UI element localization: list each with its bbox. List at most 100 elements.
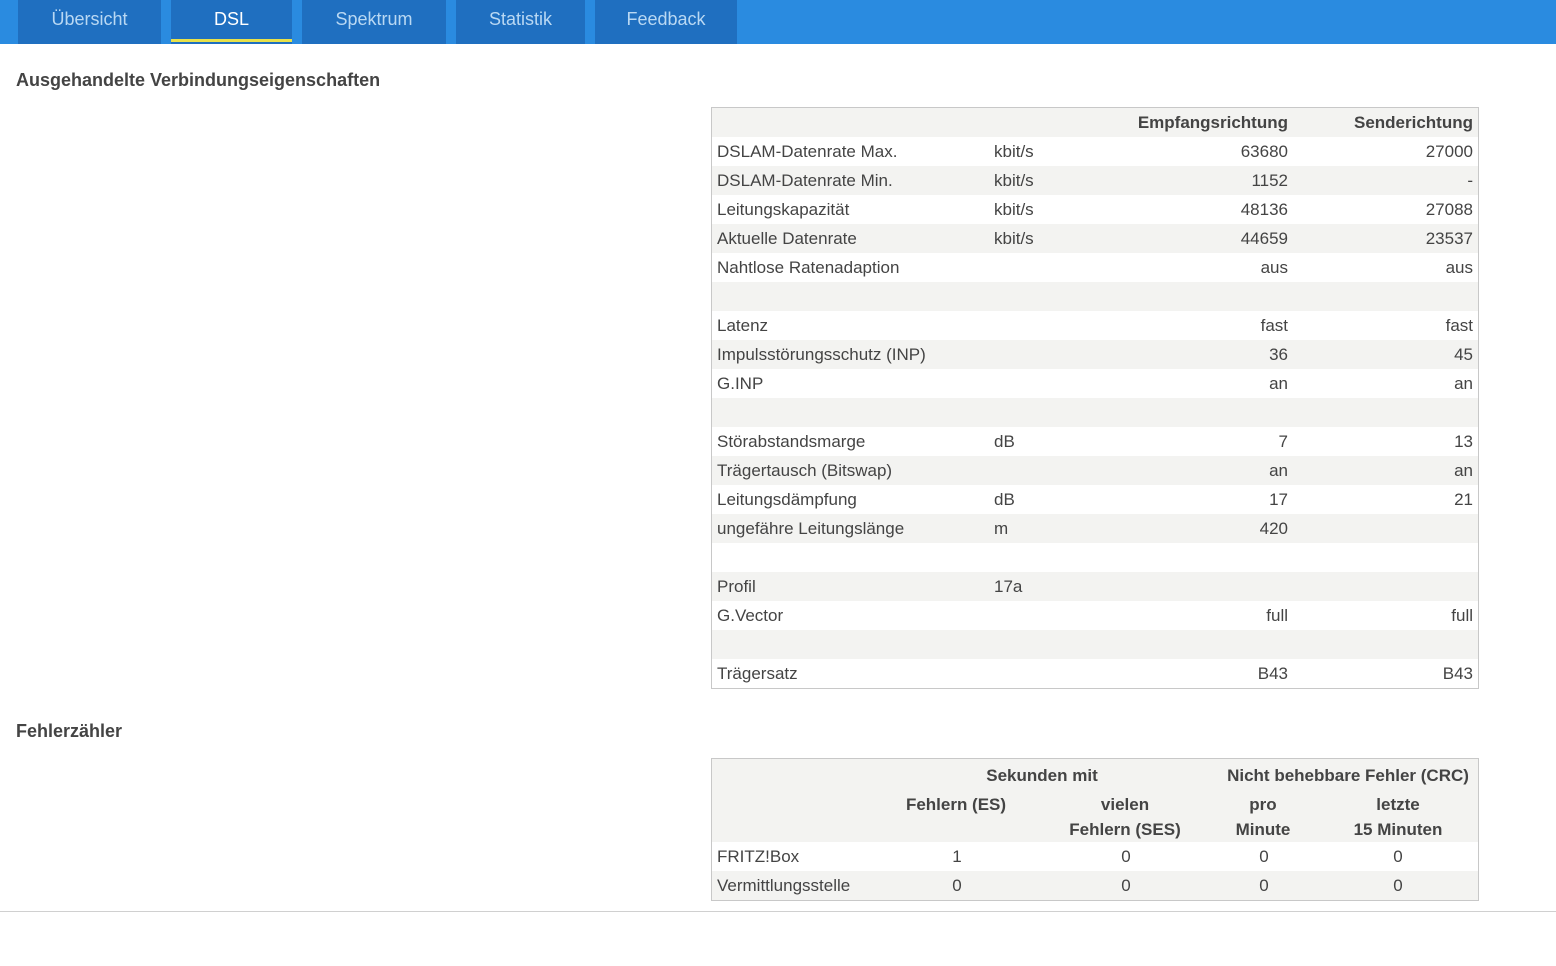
property-rx-value: fast bbox=[1260, 316, 1288, 335]
header-ses-line1: vielen bbox=[1100, 795, 1150, 814]
property-row: Latenz fast fast bbox=[712, 311, 1478, 340]
property-row bbox=[712, 282, 1478, 311]
property-label: Trägertausch (Bitswap) bbox=[717, 461, 893, 480]
header-15-minutes: letzte 15 Minuten bbox=[1328, 792, 1468, 842]
property-tx-value: 45 bbox=[1454, 345, 1473, 364]
error-value-m15: 0 bbox=[1393, 847, 1403, 866]
property-unit: kbit/s bbox=[994, 229, 1034, 248]
property-rx-value: 48136 bbox=[1240, 200, 1288, 219]
property-rx-value: aus bbox=[1260, 258, 1288, 277]
property-row: Profil 17a bbox=[712, 572, 1478, 601]
property-label: Profil bbox=[717, 577, 756, 596]
property-tx-value: full bbox=[1451, 606, 1473, 625]
property-row: G.INP an an bbox=[712, 369, 1478, 398]
property-label: DSLAM-Datenrate Max. bbox=[717, 142, 898, 161]
header-senderichtung: Senderichtung bbox=[1353, 113, 1473, 132]
property-rx-value: 44659 bbox=[1240, 229, 1288, 248]
property-tx-value: 23537 bbox=[1425, 229, 1473, 248]
property-rx-value: 7 bbox=[1278, 432, 1288, 451]
property-label: ungefähre Leitungslänge bbox=[717, 519, 905, 538]
property-label: G.Vector bbox=[717, 606, 784, 625]
property-row bbox=[712, 543, 1478, 572]
property-unit: m bbox=[994, 519, 1009, 538]
header-crc: Nicht behebbare Fehler (CRC) bbox=[1227, 766, 1469, 785]
property-rx-value: B43 bbox=[1257, 664, 1288, 683]
property-tx-value: B43 bbox=[1442, 664, 1473, 683]
property-tx-value: 21 bbox=[1454, 490, 1473, 509]
error-value-es: 1 bbox=[952, 847, 962, 866]
property-row bbox=[712, 630, 1478, 659]
property-row: ungefähre Leitungslänge m 420 bbox=[712, 514, 1478, 543]
property-unit: kbit/s bbox=[994, 171, 1034, 190]
property-row: G.Vector full full bbox=[712, 601, 1478, 630]
properties-table: Empfangsrichtung Senderichtung DSLAM-Dat… bbox=[711, 107, 1479, 689]
error-value-ses: 0 bbox=[1121, 847, 1131, 866]
tab-feedback[interactable]: Feedback bbox=[595, 0, 737, 44]
error-counter-table: Sekunden mit Nicht behebbare Fehler (CRC… bbox=[711, 758, 1479, 901]
tab-spektrum[interactable]: Spektrum bbox=[302, 0, 446, 44]
header-per-minute: pro Minute bbox=[1213, 792, 1313, 842]
property-tx-value: aus bbox=[1445, 258, 1473, 277]
property-tx-value: an bbox=[1454, 461, 1473, 480]
header-sekunden-mit: Sekunden mit bbox=[986, 766, 1098, 785]
property-label: G.INP bbox=[717, 374, 764, 393]
header-per-minute-line2: Minute bbox=[1235, 820, 1291, 839]
property-unit: kbit/s bbox=[994, 142, 1034, 161]
property-label: Leitungskapazität bbox=[717, 200, 850, 219]
property-row: Leitungskapazität kbit/s 48136 27088 bbox=[712, 195, 1478, 224]
properties-header-row: Empfangsrichtung Senderichtung bbox=[712, 108, 1478, 137]
property-unit: dB bbox=[994, 432, 1015, 451]
property-row bbox=[712, 398, 1478, 427]
property-label: DSLAM-Datenrate Min. bbox=[717, 171, 893, 190]
error-value-pm: 0 bbox=[1259, 876, 1269, 895]
property-row: Störabstandsmarge dB 7 13 bbox=[712, 427, 1478, 456]
property-rx-value: 63680 bbox=[1240, 142, 1288, 161]
property-row: Impulsstörungsschutz (INP) 36 45 bbox=[712, 340, 1478, 369]
property-label: Impulsstörungsschutz (INP) bbox=[717, 345, 926, 364]
property-rx-value: an bbox=[1269, 461, 1288, 480]
error-value-es: 0 bbox=[952, 876, 962, 895]
tab-statistik[interactable]: Statistik bbox=[456, 0, 585, 44]
property-rx-value: 17 bbox=[1269, 490, 1288, 509]
property-tx-value: 27088 bbox=[1425, 200, 1473, 219]
error-value-ses: 0 bbox=[1121, 876, 1131, 895]
bottom-divider bbox=[0, 911, 1556, 912]
header-ses-line2: Fehlern (SES) bbox=[1069, 820, 1181, 839]
property-row: Nahtlose Ratenadaption aus aus bbox=[712, 253, 1478, 282]
error-row: Vermittlungsstelle 0 0 0 0 bbox=[712, 871, 1478, 900]
property-tx-value: an bbox=[1454, 374, 1473, 393]
header-15-minutes-line2: 15 Minuten bbox=[1353, 820, 1443, 839]
error-row: FRITZ!Box 1 0 0 0 bbox=[712, 842, 1478, 871]
error-value-pm: 0 bbox=[1259, 847, 1269, 866]
property-tx-value: fast bbox=[1445, 316, 1473, 335]
property-row: DSLAM-Datenrate Min. kbit/s 1152 - bbox=[712, 166, 1478, 195]
header-empfangsrichtung: Empfangsrichtung bbox=[1137, 113, 1288, 132]
property-rx-value: 420 bbox=[1259, 519, 1288, 538]
property-label: Latenz bbox=[717, 316, 769, 335]
error-row-label: FRITZ!Box bbox=[717, 847, 800, 866]
section-title-properties: Ausgehandelte Verbindungseigenschaften bbox=[16, 70, 381, 90]
property-label: Trägersatz bbox=[717, 664, 798, 683]
header-ses: vielen Fehlern (SES) bbox=[1055, 792, 1195, 842]
property-rx-value: 36 bbox=[1269, 345, 1288, 364]
property-row: Aktuelle Datenrate kbit/s 44659 23537 bbox=[712, 224, 1478, 253]
header-es: Fehlern (ES) bbox=[905, 795, 1007, 814]
property-label: Leitungsdämpfung bbox=[717, 490, 857, 509]
tab-dsl[interactable]: DSL bbox=[171, 0, 292, 44]
property-tx-value: 13 bbox=[1454, 432, 1473, 451]
header-per-minute-line1: pro bbox=[1249, 795, 1277, 814]
property-row: Trägertausch (Bitswap) an an bbox=[712, 456, 1478, 485]
property-label: Nahtlose Ratenadaption bbox=[717, 258, 900, 277]
property-label: Aktuelle Datenrate bbox=[717, 229, 857, 248]
tab-uebersicht[interactable]: Übersicht bbox=[18, 0, 161, 44]
property-label: Störabstandsmarge bbox=[717, 432, 866, 451]
error-header: Sekunden mit Nicht behebbare Fehler (CRC… bbox=[712, 759, 1478, 842]
section-title-errors: Fehlerzähler bbox=[16, 721, 123, 741]
property-unit: 17a bbox=[994, 577, 1023, 596]
top-navigation-bar: Übersicht DSL Spektrum Statistik Feedbac… bbox=[0, 0, 1556, 44]
property-unit: kbit/s bbox=[994, 200, 1034, 219]
property-row: Leitungsdämpfung dB 17 21 bbox=[712, 485, 1478, 514]
property-tx-value: - bbox=[1467, 171, 1473, 190]
property-row: Trägersatz B43 B43 bbox=[712, 659, 1478, 688]
error-row-label: Vermittlungsstelle bbox=[717, 876, 851, 895]
